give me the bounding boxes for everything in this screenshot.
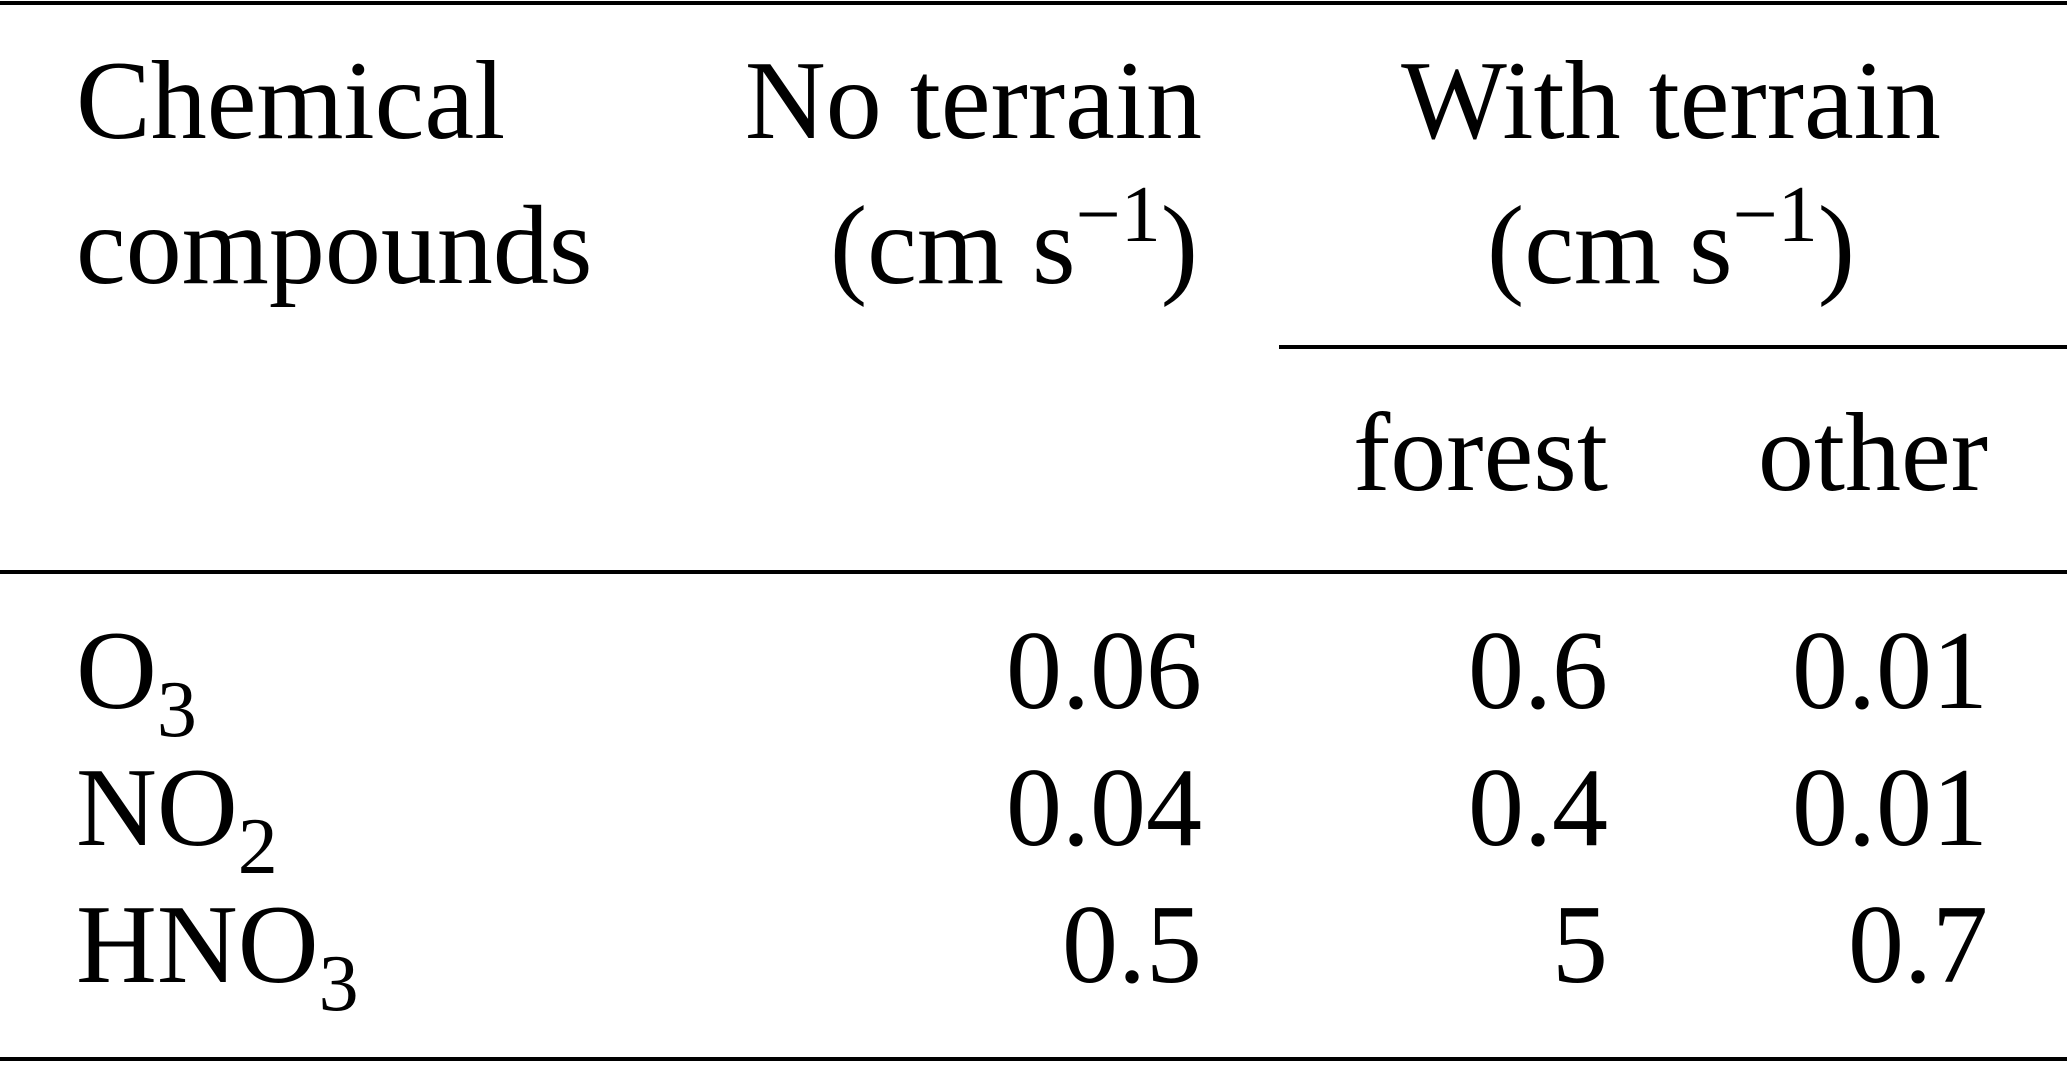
compound-base: HNO xyxy=(76,883,319,1007)
compound-cell: NO2 xyxy=(76,746,278,891)
value-cell: 0.01 xyxy=(1792,609,1988,733)
header-cell: compounds xyxy=(76,184,592,308)
unit-tail: ) xyxy=(1161,184,1198,308)
value-cell: 0.01 xyxy=(1792,746,1988,870)
subheader-cell: forest xyxy=(1353,391,1608,515)
header-cell: No terrain xyxy=(745,39,1202,163)
unit-tail: ) xyxy=(1818,184,1855,308)
value-cell: 5 xyxy=(1552,883,1608,1007)
compound-sub: 2 xyxy=(238,803,278,891)
header-unit: (cm s−1) xyxy=(830,171,1198,308)
subheader-cell: other xyxy=(1758,391,1988,515)
compound-cell: HNO3 xyxy=(76,883,359,1028)
value-cell: 0.06 xyxy=(1006,609,1202,733)
header-cell: Chemical xyxy=(76,39,505,163)
value-cell: 0.5 xyxy=(1062,883,1202,1007)
compound-cell: O3 xyxy=(76,609,197,754)
value-cell: 0.7 xyxy=(1848,883,1988,1007)
compound-base: NO xyxy=(76,746,238,870)
header-unit: (cm s−1) xyxy=(1487,171,1855,308)
value-cell: 0.4 xyxy=(1468,746,1608,870)
compound-base: O xyxy=(76,609,157,733)
compound-sub: 3 xyxy=(157,666,197,754)
header-cell: With terrain xyxy=(1401,39,1941,163)
unit-text: (cm s xyxy=(1487,184,1733,308)
unit-sup: −1 xyxy=(1076,171,1161,259)
value-cell: 0.04 xyxy=(1006,746,1202,870)
value-cell: 0.6 xyxy=(1468,609,1608,733)
compound-sub: 3 xyxy=(319,940,359,1028)
unit-text: (cm s xyxy=(830,184,1076,308)
unit-sup: −1 xyxy=(1733,171,1818,259)
